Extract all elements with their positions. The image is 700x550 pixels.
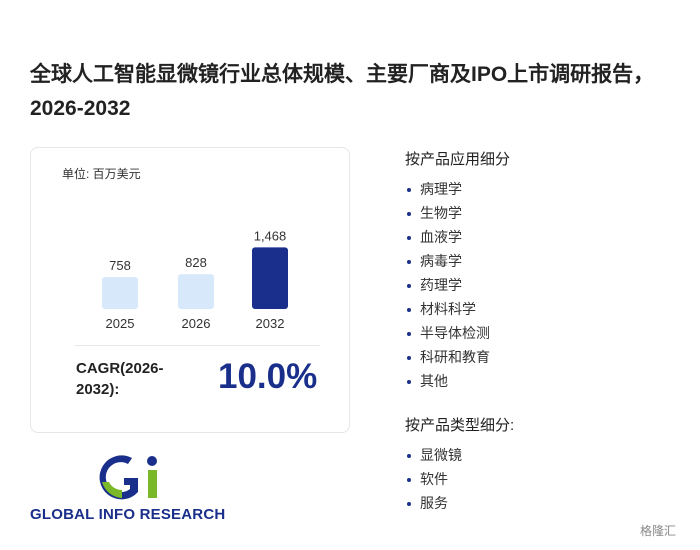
category-label: 2032 (256, 316, 285, 331)
category-label: 2026 (182, 316, 211, 331)
cagr-value: 10.0% (218, 357, 318, 396)
watermark: 格隆汇 (640, 524, 677, 538)
list-item: 病毒学 (407, 251, 462, 271)
page-title: 全球人工智能显微镜行业总体规模、主要厂商及IPO上市调研报告，2026-2032 (30, 63, 655, 120)
value-label: 828 (185, 255, 207, 270)
logo-i-dot (147, 456, 157, 466)
unit-label: 单位: 百万美元 (62, 167, 141, 181)
list-item: 软件 (407, 469, 448, 489)
value-label: 1,468 (254, 228, 287, 243)
list-item: 服务 (407, 493, 448, 513)
list-item: 材料科学 (407, 299, 476, 319)
list-item: 生物学 (407, 203, 462, 223)
logo-text: GLOBAL INFO RESEARCH (30, 506, 226, 523)
list-item: 其他 (407, 371, 448, 391)
logo-g-accent (102, 482, 122, 498)
list-item: 病理学 (407, 179, 462, 199)
bar (102, 277, 138, 309)
bar (252, 247, 288, 309)
section-title: 按产品类型细分: (405, 417, 515, 434)
list-item: 半导体检测 (407, 323, 490, 343)
list-item: 血液学 (407, 227, 462, 247)
value-label: 758 (109, 258, 131, 273)
section-title: 按产品应用细分 (405, 151, 511, 168)
cagr-label: CAGR(2026-2032): (76, 360, 164, 398)
divider (75, 345, 320, 346)
bar (178, 274, 214, 309)
category-label: 2025 (106, 316, 135, 331)
list-item: 药理学 (407, 275, 462, 295)
logo-i (148, 470, 157, 498)
list-item: 科研和教育 (407, 347, 490, 367)
bar-chart: 758 2025 828 2026 1,468 2032 (102, 228, 288, 331)
summary-card (30, 147, 350, 433)
logo-mark (99, 455, 157, 500)
list-item: 显微镜 (407, 445, 462, 465)
